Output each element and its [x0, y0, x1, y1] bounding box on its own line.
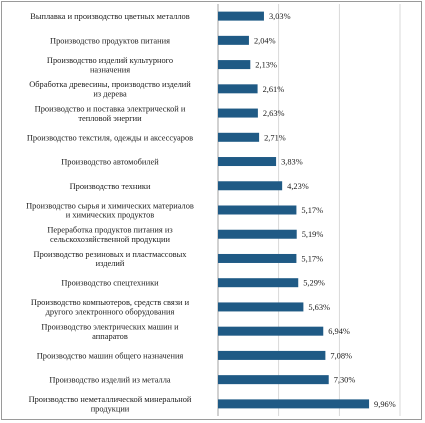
bar	[218, 205, 297, 215]
data-label: 6,94%	[328, 327, 350, 336]
category-label: Производство изделий из металла	[49, 376, 171, 385]
data-label: 5,17%	[301, 254, 323, 263]
bar	[218, 35, 249, 45]
bar	[218, 326, 324, 336]
data-label: 4,23%	[287, 182, 309, 191]
bar	[218, 157, 277, 167]
bar	[218, 108, 258, 118]
category-label: Производство неметаллической минеральной…	[29, 395, 192, 413]
category-label: Производство машин общего назначения	[37, 351, 184, 360]
category-label: Производство автомобилей	[61, 158, 159, 167]
bar	[218, 302, 304, 312]
category-label: Производство продуктов питания	[50, 36, 170, 45]
data-label: 3,83%	[281, 158, 303, 167]
data-label: 3,03%	[269, 12, 291, 21]
bar	[218, 132, 260, 142]
category-label: Производство техники	[70, 182, 151, 191]
bar	[218, 60, 251, 70]
bar	[218, 181, 283, 191]
category-label: Производство изделий культурного назначен…	[47, 56, 173, 74]
category-label: Выплавка и производство цветных металлов	[30, 12, 189, 21]
bar	[218, 11, 264, 21]
bar	[218, 229, 297, 239]
data-label: 5,17%	[301, 206, 323, 215]
data-label: 7,30%	[334, 376, 356, 385]
category-label: Производство электрических машин и аппара…	[41, 322, 179, 340]
bar	[218, 253, 297, 263]
bar	[218, 375, 329, 385]
bar	[218, 399, 370, 409]
data-label: 7,08%	[330, 351, 352, 360]
category-label: Производство резиновых и пластмассовых из…	[34, 250, 188, 268]
data-label: 2,04%	[254, 36, 276, 45]
data-label: 2,71%	[264, 133, 286, 142]
bar	[218, 278, 299, 288]
category-label: Переработка продуктов питания из сельскох…	[47, 226, 173, 244]
category-label: Производство текстиля, одежды и аксессуа…	[27, 133, 193, 142]
category-label: Производство сырья и химических материал…	[26, 201, 194, 219]
category-label: Производство компьютеров, средств связи …	[31, 298, 190, 316]
data-label: 2,13%	[255, 61, 277, 70]
data-label: 9,96%	[374, 400, 396, 409]
bar	[218, 350, 326, 360]
data-label: 5,63%	[308, 303, 330, 312]
data-label: 2,63%	[263, 109, 285, 118]
bar	[218, 84, 258, 94]
category-label: Обработка древесины, производство издели…	[29, 80, 191, 98]
data-label: 2,61%	[263, 85, 285, 94]
data-label: 5,19%	[302, 230, 324, 239]
data-label: 5,29%	[303, 279, 325, 288]
category-label: Производство спецтехники	[61, 279, 159, 288]
